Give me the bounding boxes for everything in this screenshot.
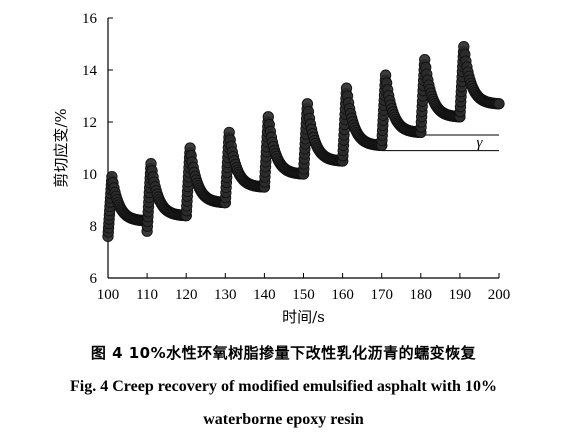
y-tick-label: 10 (82, 167, 97, 183)
gamma-annotation: γ (381, 134, 499, 152)
x-tick-label: 130 (214, 287, 237, 303)
x-tick-label: 150 (292, 287, 315, 303)
x-tick-label: 140 (253, 287, 276, 303)
x-tick-label: 120 (175, 287, 198, 303)
x-tick-label: 160 (331, 287, 354, 303)
y-tick-label: 8 (90, 219, 98, 235)
y-tick-label: 16 (82, 11, 98, 27)
strain-series (102, 40, 505, 243)
figure-caption-chinese: 图 4 10%水性环氧树脂掺量下改性乳化沥青的蠕变恢复 (90, 344, 477, 362)
tick-labels: 100 110 120 130 140 150 160 170 180 190 200 6 8 10 12 1… (82, 11, 510, 303)
x-tick-label: 100 (97, 287, 120, 303)
figure-caption-english-line1: Fig. 4 Creep recovery of modified emulsi… (70, 378, 497, 395)
x-tick-label: 170 (370, 287, 393, 303)
x-tick-label: 200 (488, 287, 511, 303)
x-axis-title: 时间/s (282, 308, 325, 326)
y-tick-label: 12 (82, 115, 97, 131)
figure-caption-english-line2: waterborne epoxy resin (203, 411, 364, 428)
x-tick-label: 180 (410, 287, 433, 303)
x-tick-label: 110 (136, 287, 158, 303)
creep-recovery-chart: γ 100 110 120 130 140 150 160 170 180 190 20068101… (52, 11, 510, 326)
y-axis-title: 剪切应变/% (52, 108, 70, 187)
annotation-label: γ (476, 135, 483, 151)
y-tick-label: 6 (90, 271, 98, 287)
x-tick-label: 190 (449, 287, 472, 303)
y-tick-label: 14 (82, 63, 98, 79)
data-point (493, 98, 505, 110)
